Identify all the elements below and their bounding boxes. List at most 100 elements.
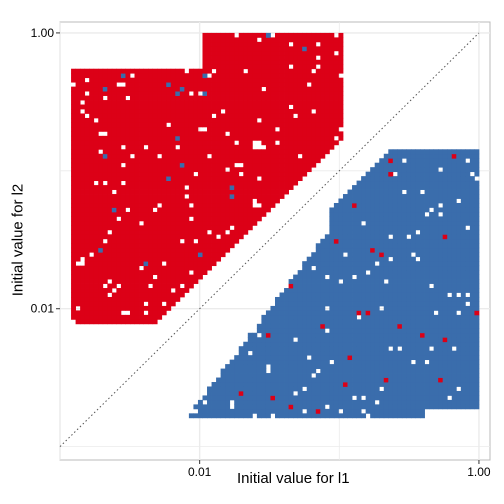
heatmap-cell [338, 265, 344, 271]
heatmap-cell [342, 368, 348, 374]
heatmap-cell [116, 256, 122, 262]
heatmap-cell [261, 364, 267, 369]
heatmap-cell [415, 207, 421, 213]
heatmap-cell [324, 68, 330, 74]
heatmap-cell [270, 41, 276, 47]
heatmap-cell [152, 91, 158, 96]
heatmap-cell [265, 314, 271, 320]
heatmap-cell [306, 77, 312, 83]
heatmap-cell [148, 216, 154, 222]
heatmap-cell [261, 194, 267, 199]
heatmap-cell [284, 296, 289, 302]
heatmap-cell [243, 104, 249, 110]
heatmap-cell [143, 234, 149, 240]
heatmap-cell [406, 247, 412, 253]
heatmap-cell [93, 185, 99, 190]
heatmap-cell [143, 104, 149, 110]
heatmap-cell [338, 113, 344, 119]
heatmap-cell [170, 126, 176, 132]
heatmap-cell [98, 283, 104, 289]
heatmap-cell [397, 413, 403, 419]
heatmap-cell [275, 32, 280, 38]
heatmap-cell [365, 305, 371, 311]
heatmap-cell [338, 243, 344, 249]
heatmap-cell [229, 122, 235, 128]
heatmap-cell [184, 256, 190, 262]
heatmap-cell [279, 399, 285, 405]
heatmap-cell [243, 131, 249, 137]
heatmap-cell [202, 158, 208, 164]
heatmap-cell [392, 167, 398, 173]
heatmap-cell [243, 355, 249, 361]
heatmap-cell [451, 153, 457, 159]
heatmap-cell [265, 373, 271, 378]
heatmap-cell [320, 323, 326, 329]
heatmap-cell [238, 176, 244, 182]
heatmap-cell [143, 194, 149, 199]
heatmap-cell [152, 265, 158, 271]
heatmap-cell [120, 158, 126, 164]
heatmap-cell [129, 216, 135, 222]
heatmap-cell [370, 296, 376, 302]
heatmap-cell [143, 279, 149, 284]
heatmap-cell [207, 386, 212, 392]
heatmap-cell [252, 135, 258, 141]
heatmap-cell [297, 382, 303, 387]
heatmap-cell [406, 404, 412, 410]
heatmap-cell [229, 216, 235, 222]
heatmap-cell [256, 408, 262, 414]
heatmap-cell [311, 332, 317, 338]
heatmap-cell [193, 185, 199, 190]
heatmap-cell [433, 252, 439, 258]
heatmap-cell [406, 390, 412, 396]
heatmap-cell [102, 194, 108, 199]
heatmap-cell [447, 301, 453, 307]
heatmap-cell [415, 301, 421, 307]
heatmap-cell [438, 377, 444, 383]
heatmap-cell [139, 314, 144, 320]
heatmap-cell [284, 149, 289, 155]
heatmap-cell [202, 104, 208, 110]
heatmap-cell [148, 95, 154, 101]
heatmap-cell [211, 100, 217, 105]
heatmap-cell [397, 386, 403, 392]
heatmap-cell [379, 404, 385, 410]
heatmap-cell [410, 346, 416, 352]
heatmap-cell [225, 149, 231, 155]
heatmap-cell [370, 373, 376, 378]
heatmap-cell [161, 82, 167, 88]
heatmap-cell [324, 364, 330, 369]
heatmap-cell [275, 113, 280, 119]
heatmap-cell [311, 100, 317, 105]
heatmap-cell [175, 122, 181, 128]
heatmap-cell [397, 261, 403, 267]
heatmap-cell [143, 202, 149, 208]
heatmap-cell [347, 399, 353, 405]
heatmap-cell [143, 176, 149, 182]
heatmap-cell [243, 113, 249, 119]
heatmap-cell [202, 234, 208, 240]
heatmap-cell [252, 82, 258, 88]
heatmap-cell [388, 386, 394, 392]
heatmap-cell [352, 346, 357, 352]
heatmap-cell [324, 310, 330, 316]
heatmap-cell [324, 140, 330, 146]
heatmap-cell [410, 368, 416, 374]
heatmap-cell [442, 243, 448, 249]
heatmap-cell [211, 171, 217, 177]
heatmap-cell [175, 243, 181, 249]
heatmap-cell [211, 153, 217, 159]
heatmap-cell [456, 234, 462, 240]
heatmap-cell [170, 265, 176, 271]
heatmap-cell [111, 100, 117, 105]
heatmap-cell [315, 314, 321, 320]
heatmap-cell [197, 408, 203, 414]
heatmap-cell [211, 194, 217, 199]
heatmap-cell [397, 220, 403, 226]
heatmap-cell [406, 395, 412, 401]
heatmap-cell [139, 238, 144, 244]
heatmap-cell [284, 158, 289, 164]
heatmap-cell [256, 162, 262, 168]
heatmap-cell [143, 238, 149, 244]
heatmap-cell [252, 109, 258, 114]
